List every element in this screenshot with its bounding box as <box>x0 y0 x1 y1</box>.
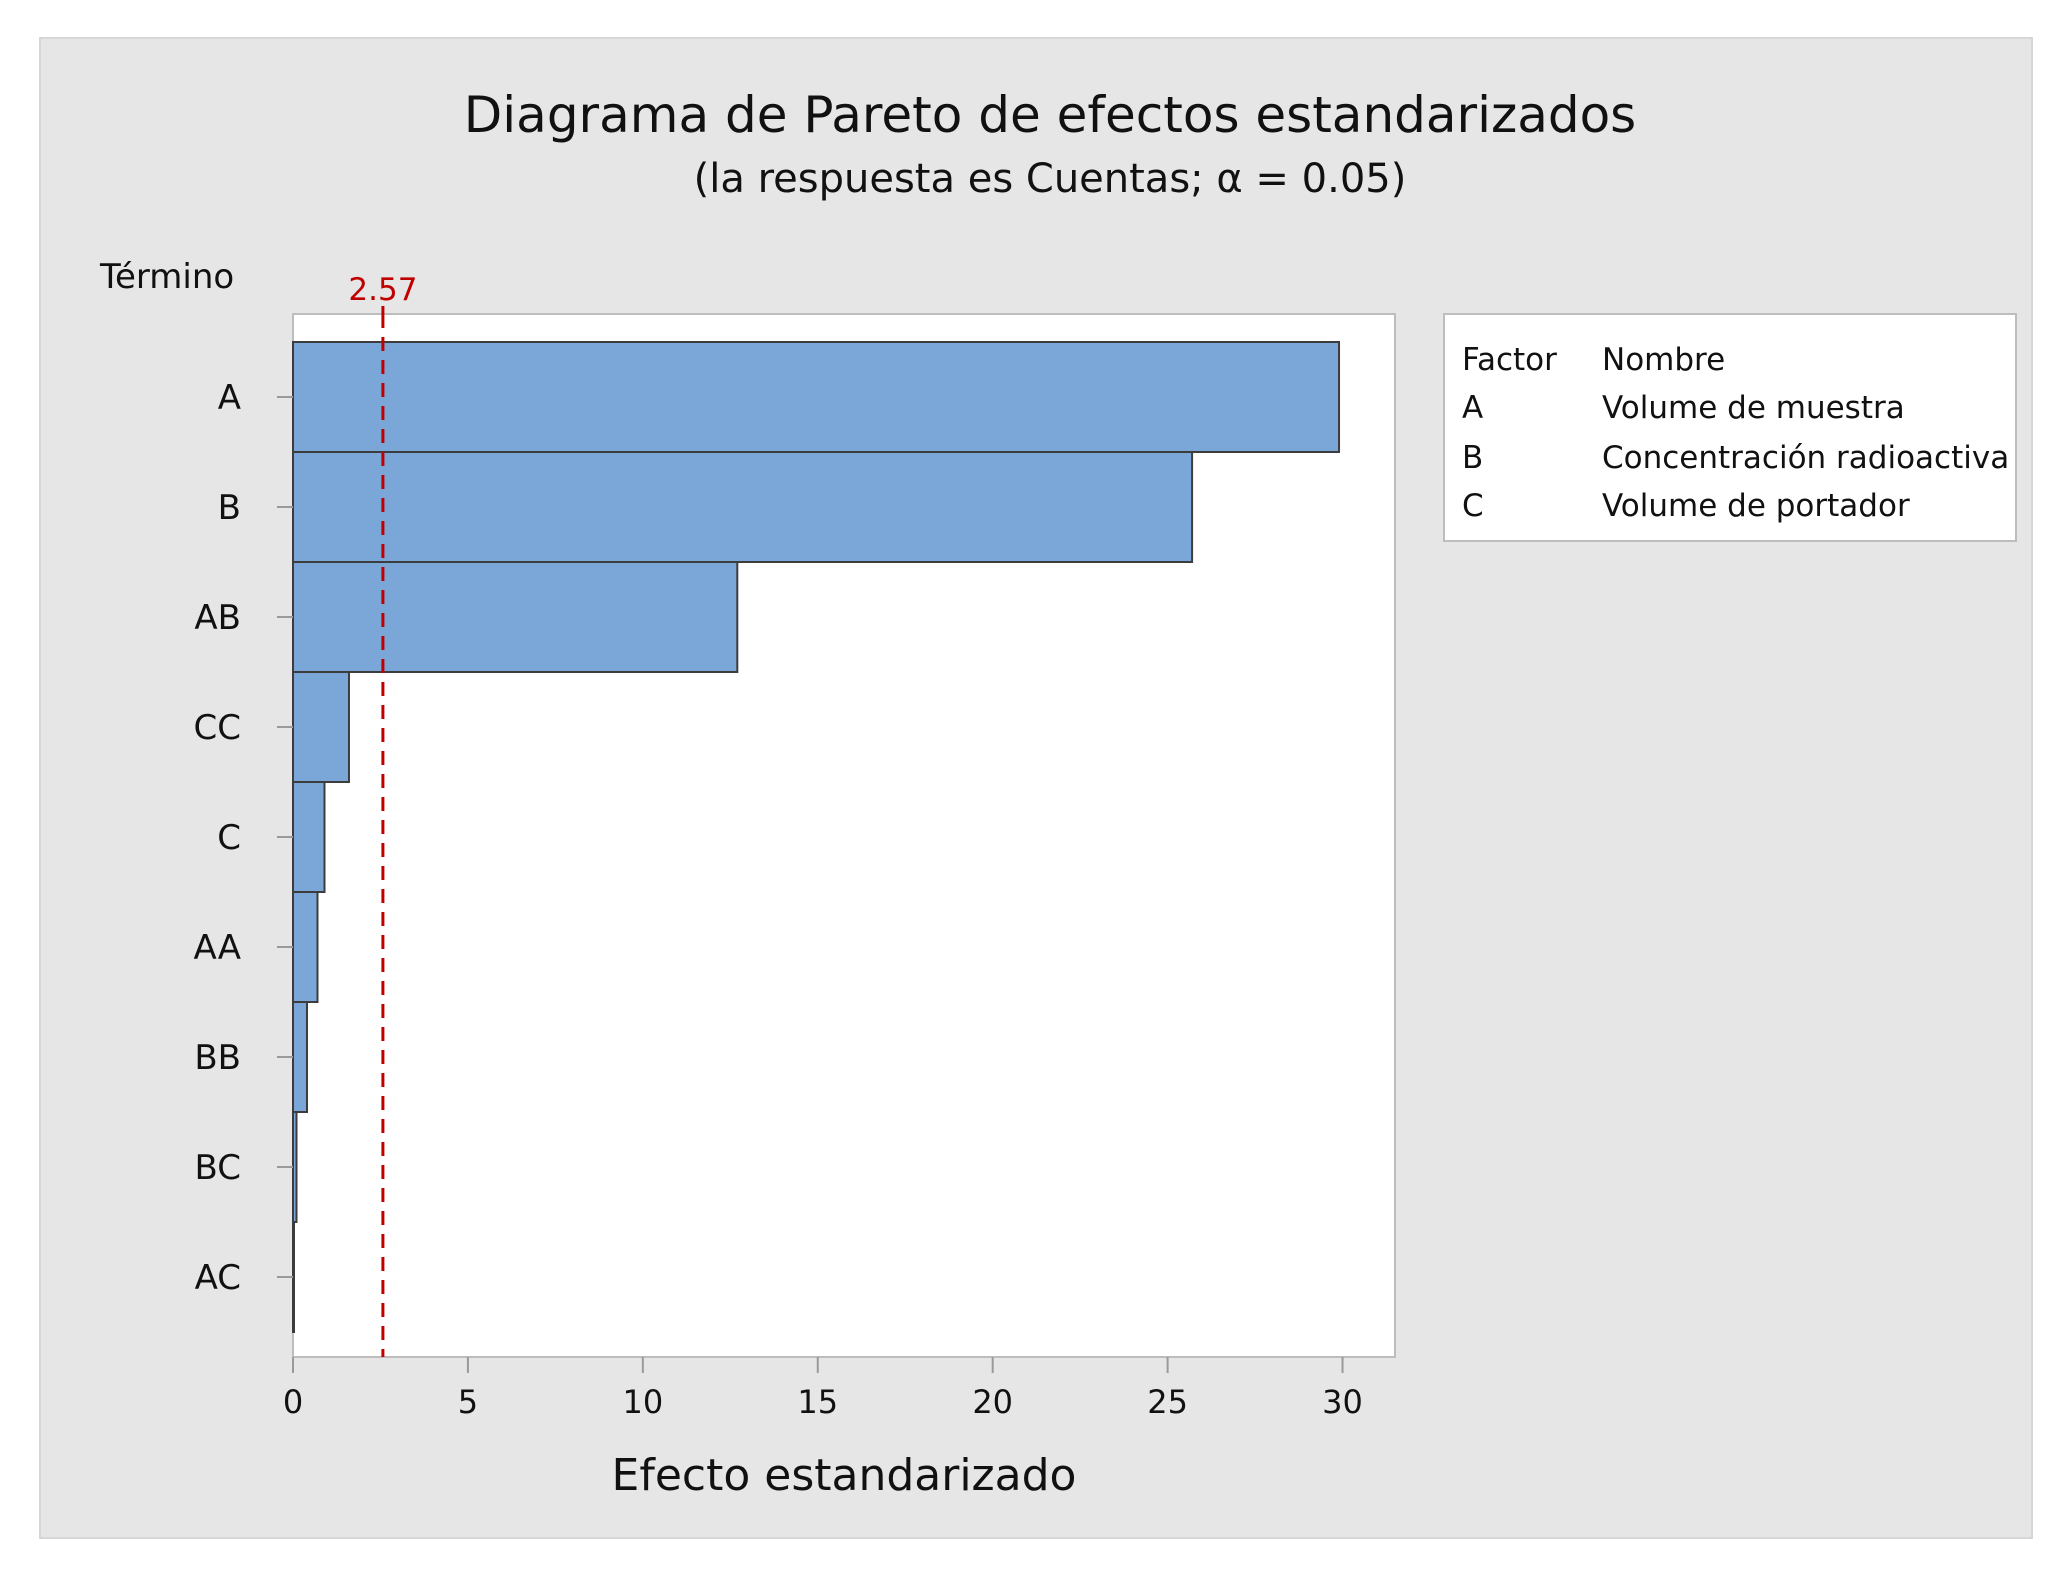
x-axis-label: Efecto estandarizado <box>612 1450 1077 1501</box>
legend-header-name: Nombre <box>1602 342 1725 378</box>
legend-name-b: Concentración radioactiva <box>1602 440 2009 476</box>
bars-layer <box>292 341 1341 1333</box>
bar-c <box>292 781 326 893</box>
y-tick-label-bc: BC <box>195 1148 241 1188</box>
legend-name-c: Volume de portador <box>1602 488 1910 524</box>
y-tick-label-ac: AC <box>195 1258 241 1298</box>
chart-title: Diagrama de Pareto de efectos estandariz… <box>464 86 1636 144</box>
x-tick-label-15: 15 <box>797 1383 838 1421</box>
y-tick-label-b: B <box>218 488 241 528</box>
x-tick-label-20: 20 <box>972 1383 1013 1421</box>
legend-factor-c: C <box>1462 488 1484 524</box>
bar-bc <box>292 1111 298 1223</box>
y-tick-label-aa: AA <box>194 928 241 968</box>
legend-box <box>1443 313 2017 542</box>
bar-aa <box>292 891 319 1003</box>
y-tick-label-ab: AB <box>194 598 241 638</box>
reference-line-layer: 2.57 <box>348 272 417 1357</box>
chart-subtitle: (la respuesta es Cuentas; α = 0.05) <box>694 156 1407 202</box>
reference-line-label: 2.57 <box>348 272 417 308</box>
x-tick-label-30: 30 <box>1322 1383 1363 1421</box>
x-tick-label-25: 25 <box>1147 1383 1188 1421</box>
bar-a <box>292 341 1341 453</box>
x-axis: 0 5 10 15 20 25 30 <box>283 1357 1363 1421</box>
bar-ac <box>292 1221 295 1333</box>
legend-name-a: Volume de muestra <box>1602 390 1905 426</box>
x-tick-label-0: 0 <box>283 1383 303 1421</box>
bar-cc <box>292 671 350 783</box>
x-tick-label-5: 5 <box>458 1383 478 1421</box>
y-tick-label-bb: BB <box>194 1038 241 1078</box>
y-tick-label-a: A <box>218 378 241 418</box>
y-tick-label-c: C <box>217 818 241 858</box>
y-axis-label: Término <box>99 257 234 297</box>
legend-factor-b: B <box>1462 440 1483 476</box>
legend-header-factor: Factor <box>1462 342 1557 378</box>
bar-bb <box>292 1001 308 1113</box>
x-tick-label-10: 10 <box>622 1383 663 1421</box>
y-tick-label-cc: CC <box>194 708 241 748</box>
legend-factor-a: A <box>1462 390 1483 426</box>
bar-ab <box>292 561 739 673</box>
legend: Factor Nombre A Volume de muestra B Conc… <box>1443 313 2017 542</box>
bar-b <box>292 451 1194 563</box>
